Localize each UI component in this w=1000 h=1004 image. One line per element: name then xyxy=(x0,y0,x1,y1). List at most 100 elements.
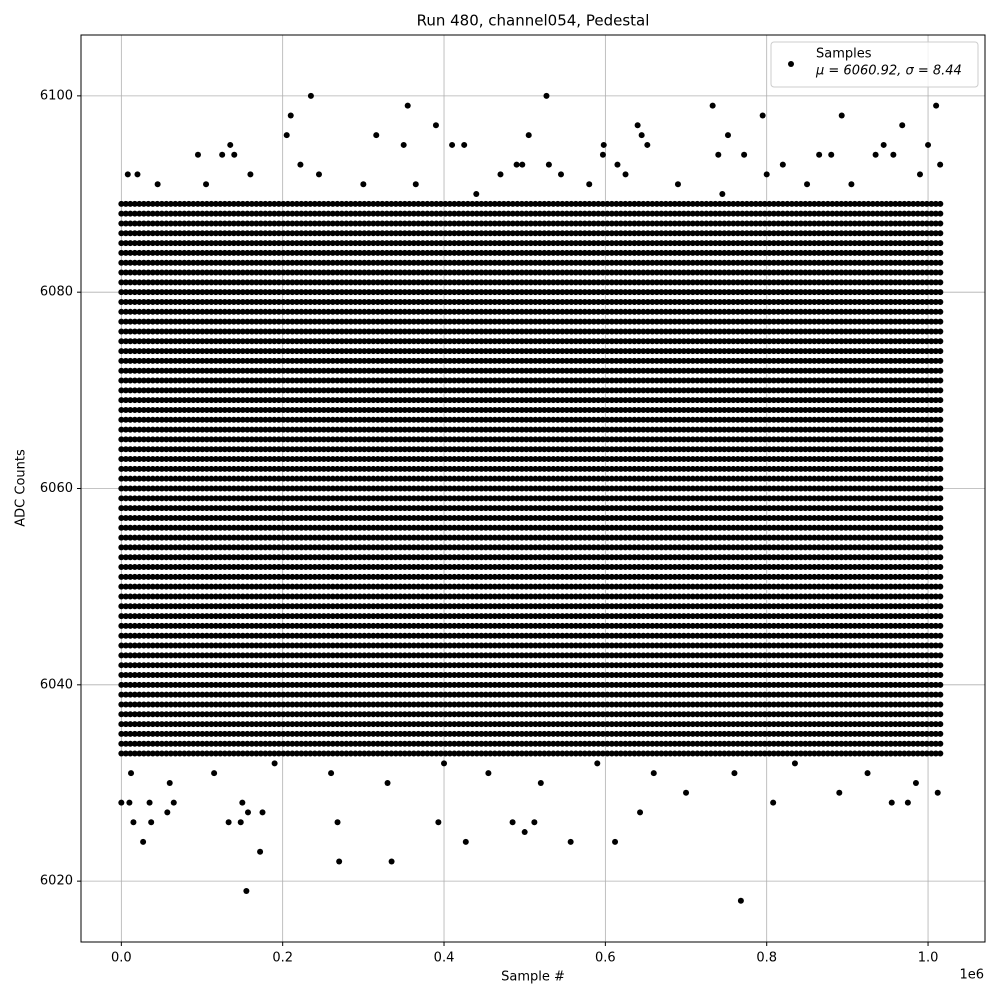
sample-point xyxy=(433,122,439,128)
sample-point xyxy=(526,132,532,138)
x-tick-label: 0.6 xyxy=(595,951,616,966)
sample-point xyxy=(715,152,721,158)
sample-point xyxy=(600,152,606,158)
sample-point xyxy=(543,93,549,99)
sample-point xyxy=(675,181,681,187)
y-tick-label: 6100 xyxy=(40,88,73,103)
sample-point xyxy=(780,162,786,168)
sample-point xyxy=(126,800,132,806)
sample-point xyxy=(497,171,503,177)
sample-point xyxy=(719,191,725,197)
sample-point xyxy=(770,800,776,806)
sample-point xyxy=(865,770,871,776)
sample-point xyxy=(130,819,136,825)
sample-point xyxy=(125,171,131,177)
sample-point xyxy=(816,152,822,158)
sample-point xyxy=(601,142,607,148)
sample-point xyxy=(760,112,766,118)
sample-point xyxy=(546,162,552,168)
chart-title: Run 480, channel054, Pedestal xyxy=(417,12,650,30)
sample-point xyxy=(839,112,845,118)
sample-point xyxy=(917,171,923,177)
sample-point xyxy=(435,819,441,825)
sample-point xyxy=(925,142,931,148)
sample-point xyxy=(243,888,249,894)
sample-point xyxy=(118,800,124,806)
sample-point xyxy=(441,760,447,766)
sample-point xyxy=(848,181,854,187)
sample-point xyxy=(260,809,266,815)
sample-point xyxy=(461,142,467,148)
sample-point xyxy=(405,103,411,109)
sample-point xyxy=(385,780,391,786)
sample-point xyxy=(644,142,650,148)
legend-marker xyxy=(788,61,794,67)
sample-point xyxy=(519,162,525,168)
sample-point xyxy=(881,142,887,148)
sample-point xyxy=(510,819,516,825)
sample-point xyxy=(449,142,455,148)
x-tick-label: 0.0 xyxy=(111,951,132,966)
x-tick-label: 0.2 xyxy=(272,951,293,966)
sample-point xyxy=(764,171,770,177)
sample-point xyxy=(297,162,303,168)
sample-point xyxy=(937,162,943,168)
sample-point xyxy=(203,181,209,187)
sample-point xyxy=(725,132,731,138)
y-axis-label: ADC Counts xyxy=(14,449,29,527)
sample-point xyxy=(288,112,294,118)
sample-point xyxy=(147,800,153,806)
y-tick-label: 6020 xyxy=(40,874,73,889)
sample-point xyxy=(401,142,407,148)
sample-point xyxy=(889,800,895,806)
chart: Run 480, channel054, Pedestal Sample # A… xyxy=(0,0,1000,1000)
sample-point xyxy=(538,780,544,786)
sample-point xyxy=(873,152,879,158)
sample-point xyxy=(635,122,641,128)
sample-point xyxy=(710,103,716,109)
sample-point xyxy=(195,152,201,158)
sample-point xyxy=(164,809,170,815)
y-tick-label: 6060 xyxy=(40,481,73,496)
sample-point xyxy=(239,800,245,806)
sample-point xyxy=(637,809,643,815)
sample-point xyxy=(639,132,645,138)
sample-point xyxy=(586,181,592,187)
sample-point xyxy=(171,800,177,806)
sample-point xyxy=(683,790,689,796)
sample-point xyxy=(463,839,469,845)
legend-stats: μ = 6060.92, σ = 8.44 xyxy=(815,64,962,79)
sample-point xyxy=(804,181,810,187)
sample-point xyxy=(741,152,747,158)
sample-point xyxy=(231,152,237,158)
sample-point xyxy=(792,760,798,766)
x-tick-label: 0.4 xyxy=(434,951,455,966)
x-offset-label: 1e6 xyxy=(959,968,984,983)
sample-point xyxy=(473,191,479,197)
sample-point xyxy=(738,898,744,904)
y-tick-label: 6040 xyxy=(40,677,73,692)
sample-point xyxy=(558,171,564,177)
sample-point xyxy=(651,770,657,776)
sample-point xyxy=(568,839,574,845)
sample-point xyxy=(531,819,537,825)
sample-point xyxy=(211,770,217,776)
sample-point xyxy=(328,770,334,776)
x-axis-label: Sample # xyxy=(501,970,565,985)
sample-point xyxy=(413,181,419,187)
sample-point xyxy=(522,829,528,835)
sample-point xyxy=(284,132,290,138)
sample-point xyxy=(167,780,173,786)
legend: Samples μ = 6060.92, σ = 8.44 xyxy=(771,42,978,87)
x-tick-label: 0.8 xyxy=(756,951,777,966)
sample-point xyxy=(245,809,251,815)
sample-point xyxy=(623,171,629,177)
sample-point xyxy=(594,760,600,766)
sample-point xyxy=(389,859,395,865)
sample-point xyxy=(316,171,322,177)
sample-point xyxy=(134,171,140,177)
sample-point xyxy=(226,819,232,825)
sample-point xyxy=(140,839,146,845)
sample-point xyxy=(272,760,278,766)
sample-point xyxy=(247,171,253,177)
